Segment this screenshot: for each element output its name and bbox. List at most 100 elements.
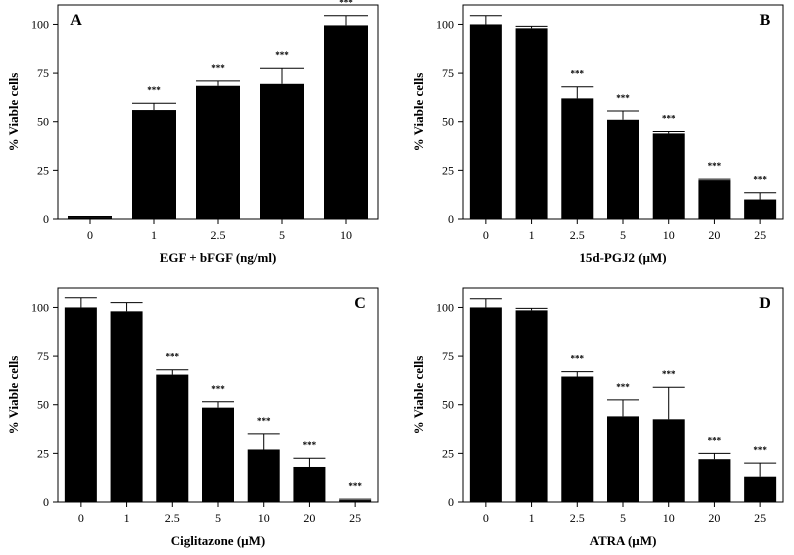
y-tick-label: 25 (442, 163, 454, 177)
chart-panel-c: 0 25 50 75 100 0 1 *** 2.5 *** 5 *** 10 *** 20 *** 25 Cig… (6, 287, 379, 548)
bar (515, 310, 548, 502)
bar (156, 374, 189, 502)
significance-label: *** (662, 113, 676, 123)
x-tick-label: 20 (708, 511, 720, 525)
x-axis-label: EGF + bFGF (ng/ml) (160, 250, 277, 265)
panel-letter: A (70, 12, 82, 29)
significance-label: *** (708, 161, 722, 171)
y-tick-label: 0 (43, 212, 49, 226)
bar (132, 110, 176, 219)
x-axis-label: 15d-PGJ2 (µM) (579, 250, 666, 265)
bar (698, 180, 731, 219)
y-tick-label: 100 (436, 17, 454, 31)
y-tick-label: 0 (448, 212, 454, 226)
significance-label: *** (348, 481, 362, 491)
bar (64, 307, 97, 502)
bar (515, 28, 548, 219)
y-tick-label: 50 (442, 398, 454, 412)
significance-label: *** (616, 93, 630, 103)
bar (68, 217, 112, 219)
x-tick-label: 10 (663, 228, 675, 242)
x-tick-label: 10 (663, 511, 675, 525)
bar (652, 133, 685, 219)
x-tick-label: 0 (78, 511, 84, 525)
y-axis-label: % Viable cells (411, 73, 426, 152)
y-tick-label: 25 (442, 446, 454, 460)
x-tick-label: 2.5 (570, 228, 585, 242)
bar (260, 83, 304, 219)
significance-label: *** (616, 382, 630, 392)
bar (469, 307, 502, 502)
panel-letter: C (354, 295, 366, 312)
y-axis-label: % Viable cells (411, 356, 426, 435)
bar (196, 85, 240, 220)
y-tick-label: 75 (442, 66, 454, 80)
y-tick-label: 0 (43, 495, 49, 509)
significance-label: *** (211, 63, 225, 73)
y-tick-label: 0 (448, 495, 454, 509)
y-tick-label: 25 (37, 163, 49, 177)
bar (744, 199, 777, 219)
bar (607, 119, 639, 219)
x-tick-label: 1 (124, 511, 130, 525)
y-tick-label: 75 (442, 349, 454, 363)
panel-letter: B (760, 12, 771, 29)
chart-panel-a: 0 25 50 75 100 0 *** 1 *** 2.5 *** 5 *** 10 EGF + bFGF… (6, 0, 379, 265)
bar (324, 25, 368, 219)
y-tick-label: 100 (31, 17, 49, 31)
y-tick-label: 50 (37, 115, 49, 129)
significance-label: *** (275, 50, 289, 60)
significance-label: *** (753, 175, 767, 185)
chart-panel-d: 0 25 50 75 100 0 1 *** 2.5 *** 5 *** 10 *** 20 *** 25 ATR… (411, 287, 784, 548)
significance-label: *** (257, 416, 271, 426)
x-tick-label: 5 (620, 511, 626, 525)
significance-label: *** (147, 85, 161, 95)
significance-label: *** (571, 69, 585, 79)
x-tick-label: 25 (754, 511, 766, 525)
x-tick-label: 2.5 (570, 511, 585, 525)
x-tick-label: 1 (151, 228, 157, 242)
y-axis-label: % Viable cells (6, 356, 21, 435)
x-axis-label: Ciglitazone (µM) (171, 533, 266, 548)
y-tick-label: 75 (37, 66, 49, 80)
significance-label: *** (571, 354, 585, 364)
significance-label: *** (339, 0, 353, 8)
panel-letter: D (759, 295, 771, 312)
bar (744, 476, 777, 502)
x-tick-label: 5 (279, 228, 285, 242)
x-tick-label: 0 (87, 228, 93, 242)
x-axis-label: ATRA (µM) (590, 533, 657, 548)
x-tick-label: 2.5 (165, 511, 180, 525)
x-tick-label: 2.5 (211, 228, 226, 242)
significance-label: *** (166, 352, 180, 362)
bar (698, 459, 731, 502)
chart-panel-b: 0 25 50 75 100 0 1 *** 2.5 *** 5 *** 10 *** 20 *** 25 15d… (411, 4, 784, 265)
x-tick-label: 1 (529, 511, 535, 525)
x-tick-label: 1 (529, 228, 535, 242)
bar (469, 24, 502, 220)
y-tick-label: 100 (31, 300, 49, 314)
bar (652, 419, 685, 502)
y-tick-label: 25 (37, 446, 49, 460)
x-tick-label: 10 (258, 511, 270, 525)
bar (339, 500, 372, 502)
x-tick-label: 20 (303, 511, 315, 525)
y-tick-label: 75 (37, 349, 49, 363)
x-tick-label: 5 (215, 511, 221, 525)
bar (607, 416, 639, 502)
x-tick-label: 25 (349, 511, 361, 525)
bar (293, 466, 326, 502)
y-axis-label: % Viable cells (6, 73, 21, 152)
significance-label: *** (211, 384, 225, 394)
significance-label: *** (303, 440, 317, 450)
x-tick-label: 0 (483, 228, 489, 242)
bar (561, 376, 594, 502)
significance-label: *** (662, 369, 676, 379)
x-tick-label: 25 (754, 228, 766, 242)
significance-label: *** (753, 445, 767, 455)
bar (110, 311, 143, 502)
bar (561, 98, 594, 219)
y-tick-label: 100 (436, 300, 454, 314)
x-tick-label: 0 (483, 511, 489, 525)
